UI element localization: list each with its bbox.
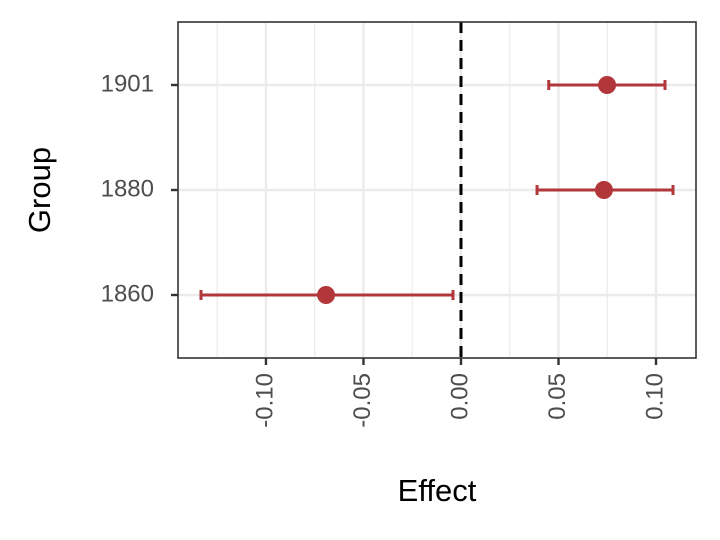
point	[317, 286, 336, 304]
x-tick-label: -0.10	[251, 373, 278, 428]
point	[594, 181, 613, 199]
y-tick-label: 1901	[101, 70, 154, 97]
x-tick-label: 0.00	[446, 373, 473, 420]
panel-border	[177, 21, 697, 359]
x-tick-label: 0.10	[641, 373, 668, 420]
x-axis-title: Effect	[398, 473, 477, 508]
y-tick-label: 1880	[101, 175, 154, 202]
x-tick-label: 0.05	[544, 373, 571, 420]
y-tick-label: 1860	[101, 280, 154, 307]
x-tick-label: -0.05	[349, 373, 376, 428]
y-axis-title: Group	[22, 147, 57, 233]
point	[598, 76, 617, 94]
